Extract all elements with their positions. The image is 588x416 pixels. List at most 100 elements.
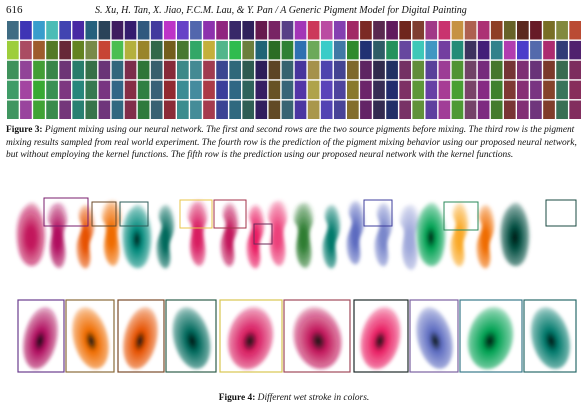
- wet-stroke: [186, 200, 209, 266]
- swatch-cell: [7, 100, 19, 119]
- swatch-cell: [517, 21, 529, 40]
- swatch-cell: [177, 100, 189, 119]
- swatch-cell: [347, 80, 359, 100]
- wet-stroke-closeup: [227, 306, 274, 370]
- highlight-frame: [213, 199, 247, 229]
- swatch-cell: [333, 80, 346, 100]
- swatch-cell: [229, 40, 241, 60]
- swatch-cell: [307, 100, 320, 119]
- wet-stroke-closeup: [416, 306, 453, 369]
- swatch-cell: [477, 21, 490, 40]
- swatch-cell: [530, 60, 542, 80]
- swatch-cell: [477, 60, 490, 80]
- closeup-frame: [65, 299, 115, 373]
- swatch-cell: [255, 60, 268, 80]
- swatch-cell: [281, 40, 294, 60]
- swatch-cell: [216, 60, 228, 80]
- highlight-frame: [119, 201, 149, 227]
- swatch-cell: [425, 21, 438, 40]
- swatch-cell: [399, 100, 411, 119]
- swatch-cell: [464, 21, 477, 40]
- swatch-cell: [464, 60, 477, 80]
- swatch-cell: [190, 80, 202, 100]
- highlight-frame: [43, 197, 89, 227]
- swatch-cell: [438, 100, 451, 119]
- swatch-cell: [72, 40, 85, 60]
- swatch-cell: [255, 100, 268, 119]
- figure3-label: Figure 3:: [6, 125, 43, 135]
- wet-stroke: [46, 202, 69, 268]
- swatch-cell: [451, 40, 464, 60]
- swatch-cell: [294, 21, 307, 40]
- swatch-cell: [98, 21, 111, 40]
- wet-stroke: [476, 204, 495, 269]
- wet-stroke: [16, 202, 46, 267]
- swatch-cell: [98, 100, 111, 119]
- swatch-cell: [556, 60, 568, 80]
- swatch-cell: [477, 100, 490, 119]
- swatch-cell: [177, 21, 189, 40]
- swatch-cell: [124, 60, 137, 80]
- closeup-frame: [283, 299, 351, 373]
- swatch-cell: [294, 100, 307, 119]
- wet-stroke: [156, 204, 175, 269]
- swatch-cell: [216, 40, 228, 60]
- swatch-cell: [7, 21, 19, 40]
- swatch-cell: [530, 100, 542, 119]
- swatch-cell: [20, 100, 32, 119]
- swatch-cell: [281, 60, 294, 80]
- swatch-cell: [451, 21, 464, 40]
- wet-stroke: [398, 204, 421, 270]
- swatch-cell: [124, 80, 137, 100]
- swatch-cell: [543, 100, 555, 119]
- swatch-cell: [490, 80, 503, 100]
- page-number: 616: [6, 4, 23, 16]
- swatch-cell: [530, 80, 542, 100]
- swatch-cell: [124, 21, 137, 40]
- swatch-cell: [464, 100, 477, 119]
- swatch-cell: [137, 100, 150, 119]
- swatch-cell: [7, 40, 19, 60]
- swatch-cell: [399, 60, 411, 80]
- swatch-cell: [72, 21, 85, 40]
- swatch-cell: [373, 40, 385, 60]
- swatch-cell: [490, 40, 503, 60]
- swatch-cell: [163, 40, 176, 60]
- swatch-cell: [412, 40, 425, 60]
- swatch-cell: [137, 80, 150, 100]
- closeup-frame: [523, 299, 577, 373]
- swatch-cell: [438, 80, 451, 100]
- highlight-frame: [545, 199, 577, 227]
- swatch-cell: [111, 40, 124, 60]
- wet-stroke-closeup: [23, 306, 59, 370]
- swatch-cell: [412, 80, 425, 100]
- swatch-cell: [294, 40, 307, 60]
- swatch-cell: [33, 21, 45, 40]
- swatch-cell: [503, 100, 516, 119]
- swatch-cell: [33, 40, 45, 60]
- wet-stroke: [374, 202, 393, 267]
- swatch-cell: [216, 100, 228, 119]
- wet-stroke: [220, 202, 239, 267]
- swatch-cell: [190, 40, 202, 60]
- swatch-cell: [451, 100, 464, 119]
- swatch-cell: [85, 60, 98, 80]
- swatch-cell: [412, 60, 425, 80]
- highlight-frame: [363, 199, 393, 227]
- swatch-cell: [203, 100, 215, 119]
- swatch-cell: [150, 60, 163, 80]
- swatch-cell: [268, 60, 281, 80]
- wet-stroke-closeup: [360, 306, 401, 370]
- swatch-cell: [216, 21, 228, 40]
- closeup-frame: [409, 299, 459, 373]
- swatch-cell: [124, 100, 137, 119]
- swatch-cell: [543, 21, 555, 40]
- swatch-cell: [425, 100, 438, 119]
- swatch-cell: [242, 100, 255, 119]
- swatch-cell: [281, 80, 294, 100]
- highlight-frame: [443, 201, 479, 231]
- swatch-cell: [373, 100, 385, 119]
- wet-strokes-figure: [16, 197, 577, 373]
- swatch-cell: [72, 60, 85, 80]
- swatch-cell: [242, 80, 255, 100]
